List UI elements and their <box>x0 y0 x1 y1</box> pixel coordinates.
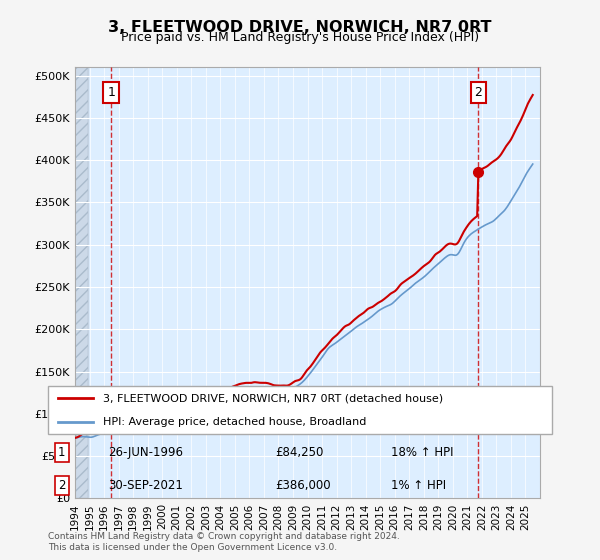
Text: 26-JUN-1996: 26-JUN-1996 <box>109 446 184 459</box>
Text: 3, FLEETWOOD DRIVE, NORWICH, NR7 0RT: 3, FLEETWOOD DRIVE, NORWICH, NR7 0RT <box>108 20 492 35</box>
FancyBboxPatch shape <box>48 386 552 434</box>
Text: 2: 2 <box>475 86 482 99</box>
Text: 2: 2 <box>58 479 65 492</box>
Text: 1: 1 <box>58 446 65 459</box>
Text: 3, FLEETWOOD DRIVE, NORWICH, NR7 0RT (detached house): 3, FLEETWOOD DRIVE, NORWICH, NR7 0RT (de… <box>103 393 443 403</box>
Text: 18% ↑ HPI: 18% ↑ HPI <box>391 446 453 459</box>
Text: 1% ↑ HPI: 1% ↑ HPI <box>391 479 446 492</box>
Text: 30-SEP-2021: 30-SEP-2021 <box>109 479 184 492</box>
Text: £386,000: £386,000 <box>275 479 331 492</box>
Text: HPI: Average price, detached house, Broadland: HPI: Average price, detached house, Broa… <box>103 417 367 427</box>
Text: £84,250: £84,250 <box>275 446 323 459</box>
Text: 1: 1 <box>107 86 115 99</box>
Text: Price paid vs. HM Land Registry's House Price Index (HPI): Price paid vs. HM Land Registry's House … <box>121 31 479 44</box>
Text: Contains HM Land Registry data © Crown copyright and database right 2024.
This d: Contains HM Land Registry data © Crown c… <box>48 532 400 552</box>
